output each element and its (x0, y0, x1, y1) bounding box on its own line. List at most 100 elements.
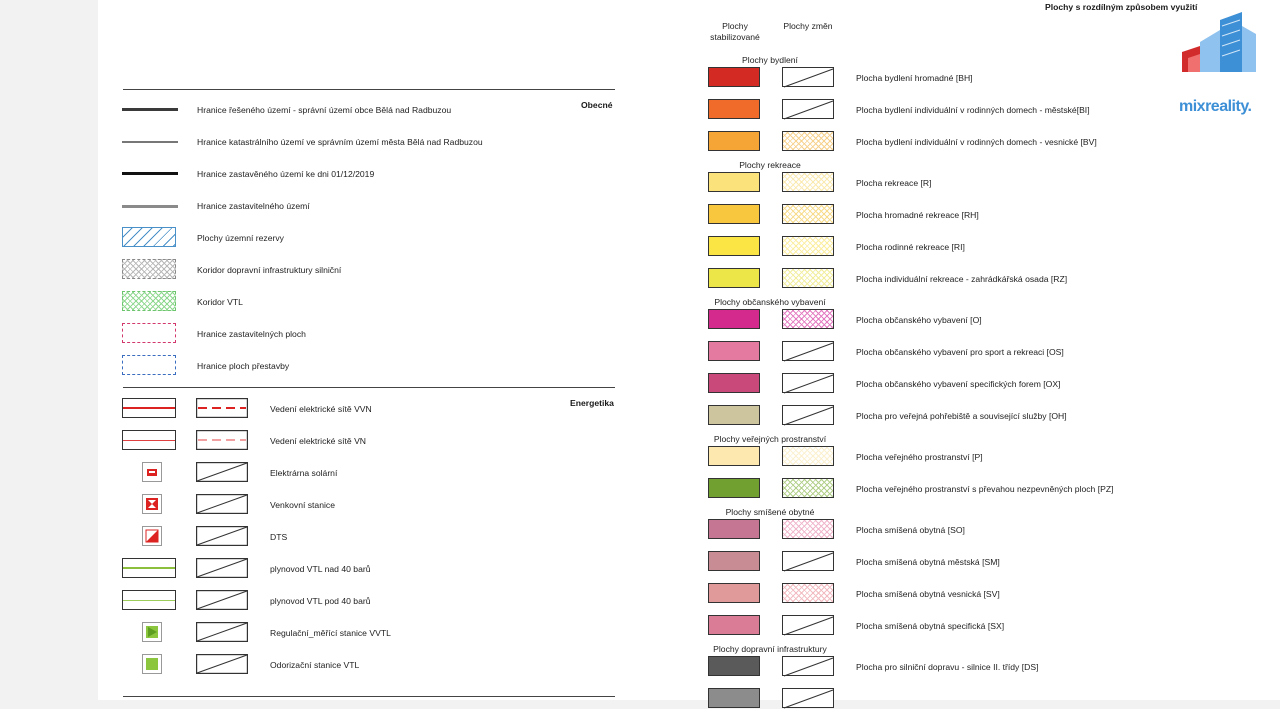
legend-item-label: Plocha pro silniční dopravu - silnice II… (856, 662, 1039, 672)
red-dashed-line-thick-symbol (196, 398, 248, 418)
legend-item-label: Plochy územní rezervy (197, 233, 284, 243)
building-logo-icon (1182, 12, 1256, 72)
legend-item-label: Vedení elektrické sítě VVN (270, 404, 372, 414)
legend-item-label: Plocha smíšená obytná specifická [SX] (856, 621, 1005, 631)
change-slash-symbol (196, 590, 248, 610)
green-square-icon (142, 654, 162, 674)
change-pattern-swatch (782, 204, 834, 224)
stabilized-color-swatch (708, 478, 760, 498)
section-heading-general: Obecné (581, 100, 613, 110)
stabilized-color-swatch (708, 99, 760, 119)
legend-item-label: Plocha pro veřejná pohřebiště a souvisej… (856, 411, 1067, 421)
legend-item-label: Plocha rekreace [R] (856, 178, 932, 188)
stabilized-color-swatch (708, 204, 760, 224)
change-slash-swatch (782, 615, 834, 636)
legend-item-label: Plocha smíšená obytná [SO] (856, 525, 965, 535)
change-pattern-swatch (782, 268, 834, 288)
legend-item-label: Plocha smíšená obytná vesnická [SV] (856, 589, 1000, 599)
group-heading: Plochy občanského vybavení (714, 297, 826, 307)
change-pattern-swatch (782, 478, 834, 498)
change-slash-swatch (782, 656, 834, 677)
legend-item-label: Hranice řešeného území - správní území o… (197, 105, 452, 115)
section-heading-energy: Energetika (570, 398, 614, 408)
stabilized-color-swatch (708, 373, 760, 393)
solar-plant-icon (142, 462, 162, 482)
grey-line-symbol (122, 205, 178, 208)
change-slash-symbol (196, 558, 248, 578)
stabilized-color-swatch (708, 131, 760, 151)
change-slash-swatch (782, 405, 834, 426)
mixreality-logo: mixreality. (1176, 12, 1268, 120)
legend-item-label: Plocha občanského vybavení pro sport a r… (856, 347, 1064, 357)
stabilized-color-swatch (708, 551, 760, 571)
change-slash-swatch (782, 341, 834, 362)
thick-black-line-symbol (122, 172, 178, 175)
legend-item-label: DTS (270, 532, 288, 542)
change-pattern-swatch (782, 172, 834, 192)
legend-item-label: Koridor VTL (197, 297, 243, 307)
change-slash-swatch (782, 688, 834, 709)
change-pattern-swatch (782, 236, 834, 256)
legend-item-label: Plocha občanského vybavení [O] (856, 315, 982, 325)
stabilized-color-swatch (708, 446, 760, 466)
stabilized-color-swatch (708, 615, 760, 635)
legend-item-label: Plocha bydlení individuální v rodinných … (856, 137, 1097, 147)
stabilized-color-swatch (708, 268, 760, 288)
grey-crosshatch-box-symbol (122, 259, 176, 279)
legend-item-label: plynovod VTL pod 40 barů (270, 596, 371, 606)
change-pattern-swatch (782, 446, 834, 466)
change-pattern-swatch (782, 519, 834, 539)
green-line-box-thin-symbol (122, 590, 176, 610)
green-triangle-icon (142, 622, 162, 642)
change-slash-symbol (196, 622, 248, 642)
group-heading: Plochy bydlení (742, 55, 798, 65)
section-divider-general (123, 89, 615, 90)
legend-item-label: Elektrárna solární (270, 468, 338, 478)
legend-item-label: Plocha bydlení hromadné [BH] (856, 73, 973, 83)
dts-icon (142, 526, 162, 546)
column-header-stabilized: Plochy stabilizované (710, 21, 760, 42)
change-slash-swatch (782, 551, 834, 572)
stabilized-color-swatch (708, 172, 760, 192)
change-pattern-swatch (782, 583, 834, 603)
legend-item-label: Odorizační stanice VTL (270, 660, 360, 670)
stabilized-color-swatch (708, 309, 760, 329)
legend-item-label: Vedení elektrické sítě VN (270, 436, 367, 446)
green-line-box-symbol (122, 558, 176, 578)
change-pattern-swatch (782, 309, 834, 329)
group-heading: Plochy smíšené obytné (725, 507, 815, 517)
stabilized-color-swatch (708, 67, 760, 87)
brand-name: mixreality. (1179, 98, 1252, 115)
green-crosshatch-box-symbol (122, 291, 176, 311)
legend-item-label: Regulační_měřící stanice VVTL (270, 628, 391, 638)
thick-dark-line-symbol (122, 108, 178, 111)
column-header-changes: Plochy změn (783, 21, 833, 31)
legend-item-label: Plocha hromadné rekreace [RH] (856, 210, 979, 220)
pink-dashed-box-symbol (122, 323, 176, 343)
legend-item-label: plynovod VTL nad 40 barů (270, 564, 371, 574)
legend-item-label: Plocha smíšená obytná městská [SM] (856, 557, 1000, 567)
change-slash-symbol (196, 494, 248, 514)
red-line-thick-symbol (122, 398, 176, 418)
stabilized-color-swatch (708, 519, 760, 539)
legend-item-label: Koridor dopravní infrastruktury silniční (197, 265, 342, 275)
change-slash-swatch (782, 373, 834, 394)
legend-item-label: Hranice katastrálního území ve správním … (197, 137, 483, 147)
stabilized-color-swatch (708, 236, 760, 256)
stabilized-color-swatch (708, 405, 760, 425)
stabilized-color-swatch (708, 688, 760, 708)
group-heading: Plochy dopravní infrastruktury (713, 644, 827, 654)
red-line-thin-symbol (122, 430, 176, 450)
outdoor-station-icon (142, 494, 162, 514)
change-slash-symbol (196, 462, 248, 482)
change-slash-symbol (196, 526, 248, 546)
legend-item-label: Plocha občanského vybavení specifických … (856, 379, 1061, 389)
legend-sheet: Obecné Hranice řešeného území - správní … (98, 0, 1280, 709)
red-dashed-line-thin-symbol (196, 430, 248, 450)
blue-dashed-box-symbol (122, 355, 176, 375)
legend-item-label: Plocha individuální rekreace - zahrádkář… (856, 274, 1068, 284)
blue-hatch-box-symbol (122, 227, 176, 247)
legend-item-label: Plocha veřejného prostranství [P] (856, 452, 983, 462)
stabilized-color-swatch (708, 656, 760, 676)
legend-item-label: Hranice zastavitelných ploch (197, 329, 306, 339)
